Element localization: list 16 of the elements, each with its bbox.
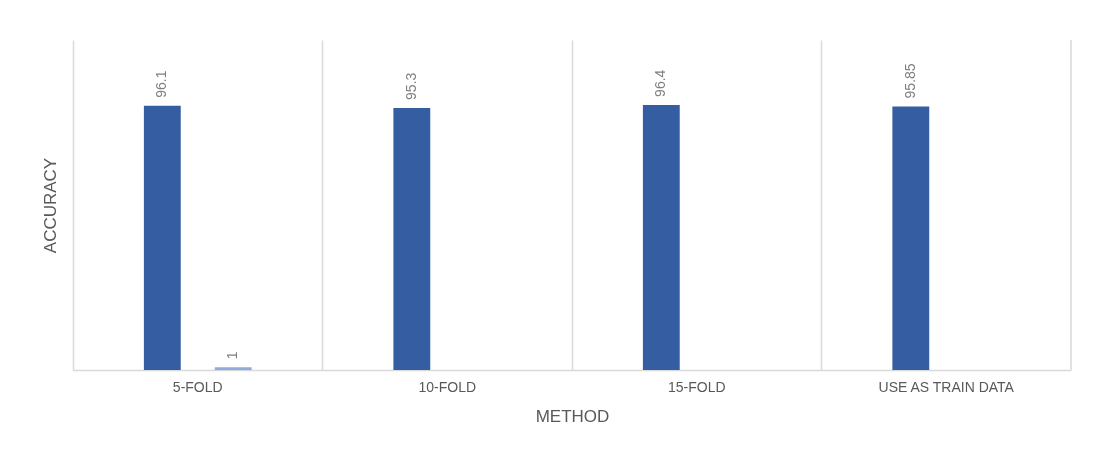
data-label: 1 (224, 351, 241, 360)
bar (393, 107, 431, 370)
data-label: 96.4 (652, 69, 669, 97)
x-tick-label: USE AS TRAIN DATA (878, 378, 1015, 395)
x-axis-title: METHOD (535, 406, 610, 426)
x-tick-label: 10-FOLD (418, 378, 477, 395)
bar (143, 105, 181, 370)
data-label: 96.1 (153, 70, 170, 98)
x-tick-label: 5-FOLD (172, 378, 223, 395)
y-axis-title: ACCURACY (40, 157, 60, 254)
data-label: 95.85 (901, 63, 918, 99)
bar (642, 104, 680, 370)
bar (892, 106, 930, 370)
x-tick-label: 15-FOLD (667, 378, 726, 395)
data-label: 95.3 (402, 72, 419, 100)
bar (214, 367, 252, 370)
